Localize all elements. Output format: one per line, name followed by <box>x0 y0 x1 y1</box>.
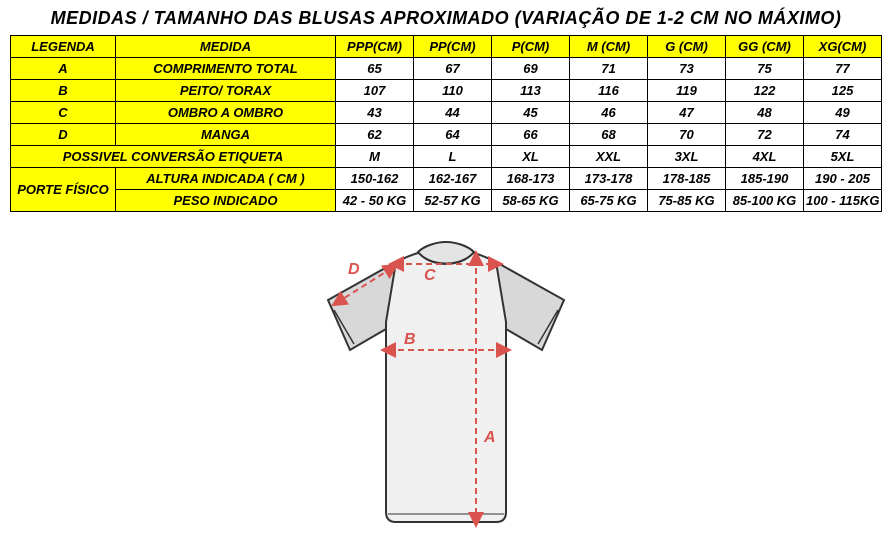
header-size: P(CM) <box>492 36 570 58</box>
peso-label: PESO INDICADO <box>116 190 336 212</box>
size-table: LEGENDA MEDIDA PPP(CM) PP(CM) P(CM) M (C… <box>10 35 882 212</box>
header-medida: MEDIDA <box>116 36 336 58</box>
svg-text:A: A <box>483 429 496 446</box>
porte-label: PORTE FÍSICO <box>11 168 116 212</box>
value-cell: 77 <box>804 58 882 80</box>
value-cell: 119 <box>648 80 726 102</box>
svg-text:D: D <box>348 261 360 278</box>
value-cell: 150-162 <box>336 168 414 190</box>
legend-cell: D <box>11 124 116 146</box>
value-cell: 122 <box>726 80 804 102</box>
measure-cell: OMBRO A OMBRO <box>116 102 336 124</box>
value-cell: 58-65 KG <box>492 190 570 212</box>
svg-text:B: B <box>404 331 416 348</box>
value-cell: 168-173 <box>492 168 570 190</box>
table-row: PORTE FÍSICO ALTURA INDICADA ( CM ) 150-… <box>11 168 882 190</box>
value-cell: 43 <box>336 102 414 124</box>
value-cell: 65-75 KG <box>570 190 648 212</box>
header-size: PPP(CM) <box>336 36 414 58</box>
legend-cell: A <box>11 58 116 80</box>
value-cell: 3XL <box>648 146 726 168</box>
value-cell: 64 <box>414 124 492 146</box>
value-cell: 44 <box>414 102 492 124</box>
legend-cell: B <box>11 80 116 102</box>
value-cell: 5XL <box>804 146 882 168</box>
value-cell: 48 <box>726 102 804 124</box>
value-cell: 47 <box>648 102 726 124</box>
value-cell: 67 <box>414 58 492 80</box>
value-cell: 107 <box>336 80 414 102</box>
value-cell: 110 <box>414 80 492 102</box>
value-cell: 75-85 KG <box>648 190 726 212</box>
table-header-row: LEGENDA MEDIDA PPP(CM) PP(CM) P(CM) M (C… <box>11 36 882 58</box>
table-row: PESO INDICADO 42 - 50 KG 52-57 KG 58-65 … <box>11 190 882 212</box>
value-cell: 4XL <box>726 146 804 168</box>
measure-cell: PEITO/ TORAX <box>116 80 336 102</box>
value-cell: 46 <box>570 102 648 124</box>
value-cell: 116 <box>570 80 648 102</box>
value-cell: 68 <box>570 124 648 146</box>
value-cell: 73 <box>648 58 726 80</box>
header-legenda: LEGENDA <box>11 36 116 58</box>
value-cell: 62 <box>336 124 414 146</box>
value-cell: 71 <box>570 58 648 80</box>
table-row: C OMBRO A OMBRO 43 44 45 46 47 48 49 <box>11 102 882 124</box>
value-cell: 70 <box>648 124 726 146</box>
value-cell: 75 <box>726 58 804 80</box>
value-cell: 49 <box>804 102 882 124</box>
table-row: A COMPRIMENTO TOTAL 65 67 69 71 73 75 77 <box>11 58 882 80</box>
value-cell: 69 <box>492 58 570 80</box>
value-cell: 74 <box>804 124 882 146</box>
value-cell: 66 <box>492 124 570 146</box>
value-cell: 125 <box>804 80 882 102</box>
header-size: G (CM) <box>648 36 726 58</box>
value-cell: 65 <box>336 58 414 80</box>
table-row: POSSIVEL CONVERSÃO ETIQUETA M L XL XXL 3… <box>11 146 882 168</box>
page-title: MEDIDAS / TAMANHO DAS BLUSAS APROXIMADO … <box>10 8 882 29</box>
value-cell: 113 <box>492 80 570 102</box>
header-size: M (CM) <box>570 36 648 58</box>
value-cell: 190 - 205 <box>804 168 882 190</box>
value-cell: XXL <box>570 146 648 168</box>
table-row: D MANGA 62 64 66 68 70 72 74 <box>11 124 882 146</box>
legend-cell: C <box>11 102 116 124</box>
conversao-label: POSSIVEL CONVERSÃO ETIQUETA <box>11 146 336 168</box>
shirt-diagram: C D B A <box>10 222 882 547</box>
measure-cell: COMPRIMENTO TOTAL <box>116 58 336 80</box>
table-row: B PEITO/ TORAX 107 110 113 116 119 122 1… <box>11 80 882 102</box>
value-cell: 52-57 KG <box>414 190 492 212</box>
value-cell: 85-100 KG <box>726 190 804 212</box>
svg-text:C: C <box>424 267 436 284</box>
value-cell: 100 - 115KG <box>804 190 882 212</box>
value-cell: XL <box>492 146 570 168</box>
altura-label: ALTURA INDICADA ( CM ) <box>116 168 336 190</box>
header-size: PP(CM) <box>414 36 492 58</box>
value-cell: 72 <box>726 124 804 146</box>
value-cell: 42 - 50 KG <box>336 190 414 212</box>
value-cell: L <box>414 146 492 168</box>
measure-cell: MANGA <box>116 124 336 146</box>
header-size: XG(CM) <box>804 36 882 58</box>
header-size: GG (CM) <box>726 36 804 58</box>
value-cell: 185-190 <box>726 168 804 190</box>
value-cell: M <box>336 146 414 168</box>
value-cell: 173-178 <box>570 168 648 190</box>
shirt-svg: C D B A <box>296 222 596 542</box>
value-cell: 45 <box>492 102 570 124</box>
value-cell: 178-185 <box>648 168 726 190</box>
value-cell: 162-167 <box>414 168 492 190</box>
